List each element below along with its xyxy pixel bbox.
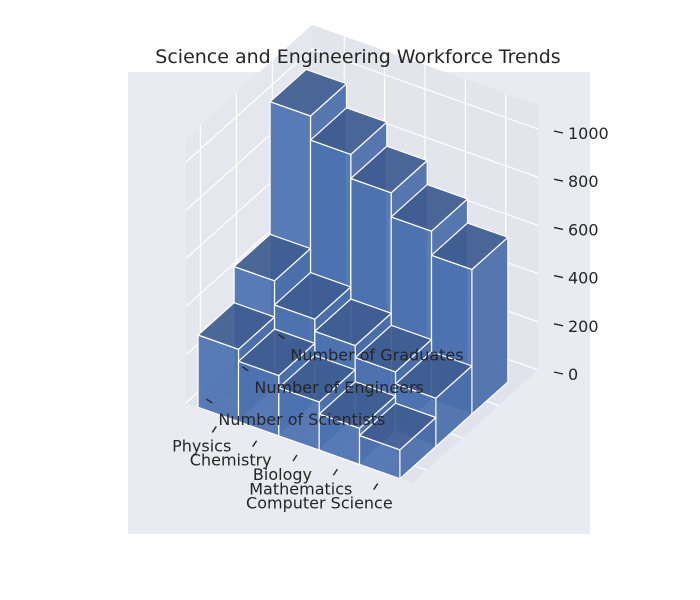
y-tick-mark-2 xyxy=(278,333,285,340)
bar-top-face xyxy=(350,145,428,194)
bar-top-face xyxy=(318,381,397,429)
z-tick-label-4: 800 xyxy=(568,172,599,191)
z-tick-label-2: 400 xyxy=(568,269,599,288)
bar-front-face xyxy=(197,334,240,423)
bar-top-face xyxy=(309,107,388,155)
x-tick-label-2: Biology xyxy=(253,465,312,484)
z-tick-mark-1 xyxy=(553,323,564,327)
bar-top-face xyxy=(314,298,392,347)
z-tick-label-3: 600 xyxy=(568,220,599,239)
z-tick-mark-5 xyxy=(553,130,564,134)
y-tick-mark-0 xyxy=(206,398,213,404)
bar-top-face xyxy=(278,354,356,403)
y-tick-mark-1 xyxy=(242,366,249,372)
x-tick-label-3: Chemistry xyxy=(190,451,272,470)
tick-marks xyxy=(206,130,564,490)
bar xyxy=(358,402,437,480)
bar-top-face xyxy=(394,351,473,399)
bar-top-face xyxy=(354,324,433,373)
z-tick-label-0: 0 xyxy=(568,365,578,384)
bar-top-face xyxy=(358,402,437,451)
y-tick-label-0: Number of Scientists xyxy=(218,410,385,429)
x-tick-label-1: Mathematics xyxy=(249,479,352,498)
grid-line-left-z-5 xyxy=(185,48,313,163)
x-tick-mark-1 xyxy=(332,468,338,476)
x-tick-mark-3 xyxy=(252,440,258,448)
y-tick-label-2: Number of Graduates xyxy=(290,346,463,365)
x-tick-mark-2 xyxy=(292,454,298,462)
z-tick-label-1: 200 xyxy=(568,317,599,336)
bar-top-face xyxy=(390,184,469,232)
bar-top-face xyxy=(269,68,348,117)
z-tick-mark-3 xyxy=(553,226,564,231)
z-tick-mark-2 xyxy=(553,274,564,279)
z-tick-label-5: 1000 xyxy=(568,124,609,143)
tick-labels: 0 200 400 600 800 1000 Computer ScienceMathema… xyxy=(172,124,609,513)
bars-group xyxy=(197,68,509,480)
bar-top-face xyxy=(233,233,312,282)
z-tick-mark-4 xyxy=(553,178,564,182)
bar-top-face xyxy=(273,272,352,320)
x-tick-mark-0 xyxy=(373,483,379,490)
y-tick-label-1: Number of Engineers xyxy=(254,378,423,397)
x-tick-mark-4 xyxy=(211,426,217,433)
bar-top-face xyxy=(197,302,276,350)
chart-title: Science and Engineering Workforce Trends xyxy=(155,46,560,68)
bar-top-face xyxy=(237,328,316,377)
x-tick-label-0: Computer Science xyxy=(246,494,393,513)
z-tick-mark-0 xyxy=(553,371,564,375)
x-tick-label-4: Physics xyxy=(172,436,231,455)
bar-top-face xyxy=(430,222,509,271)
